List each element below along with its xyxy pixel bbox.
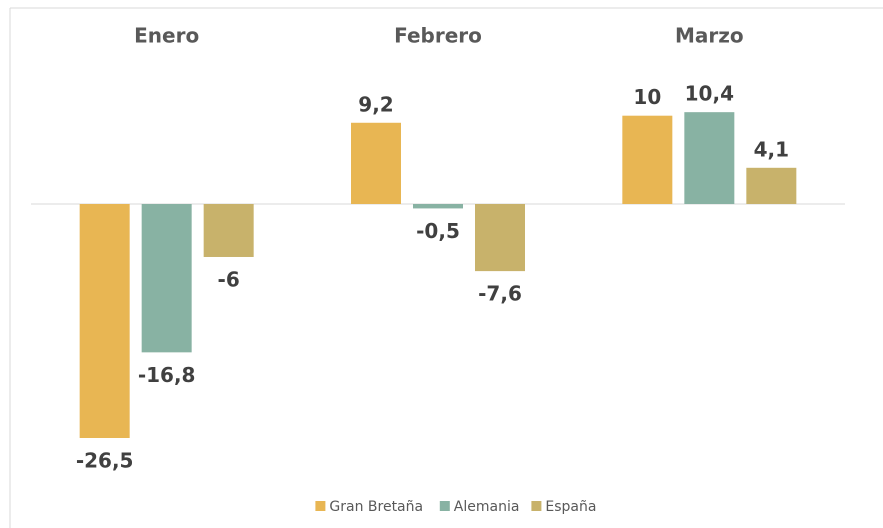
bar bbox=[684, 112, 735, 204]
legend-swatch bbox=[531, 501, 542, 511]
legend-label: Alemania bbox=[454, 499, 520, 515]
value-label: -0,5 bbox=[416, 219, 460, 243]
value-label: 9,2 bbox=[358, 92, 393, 116]
bar bbox=[746, 167, 797, 204]
value-label: -16,8 bbox=[138, 363, 196, 387]
bar bbox=[141, 204, 192, 353]
legend-swatch bbox=[439, 501, 450, 511]
bar bbox=[475, 204, 525, 272]
bar bbox=[351, 122, 401, 204]
value-label: -6 bbox=[218, 267, 240, 291]
bar bbox=[622, 115, 673, 204]
bar bbox=[79, 204, 130, 438]
legend-label: España bbox=[545, 499, 596, 515]
legend-swatch bbox=[315, 501, 326, 511]
value-label: 4,1 bbox=[754, 137, 789, 161]
bar bbox=[413, 204, 463, 209]
value-label: -7,6 bbox=[478, 282, 522, 306]
category-label: Marzo bbox=[675, 24, 744, 48]
value-label: 10,4 bbox=[685, 82, 734, 106]
value-label: 10 bbox=[633, 85, 661, 109]
category-label: Enero bbox=[134, 24, 199, 48]
bar bbox=[203, 204, 254, 257]
category-label: Febrero bbox=[394, 24, 482, 48]
value-label: -26,5 bbox=[76, 449, 134, 473]
legend-label: Gran Bretaña bbox=[329, 499, 423, 515]
